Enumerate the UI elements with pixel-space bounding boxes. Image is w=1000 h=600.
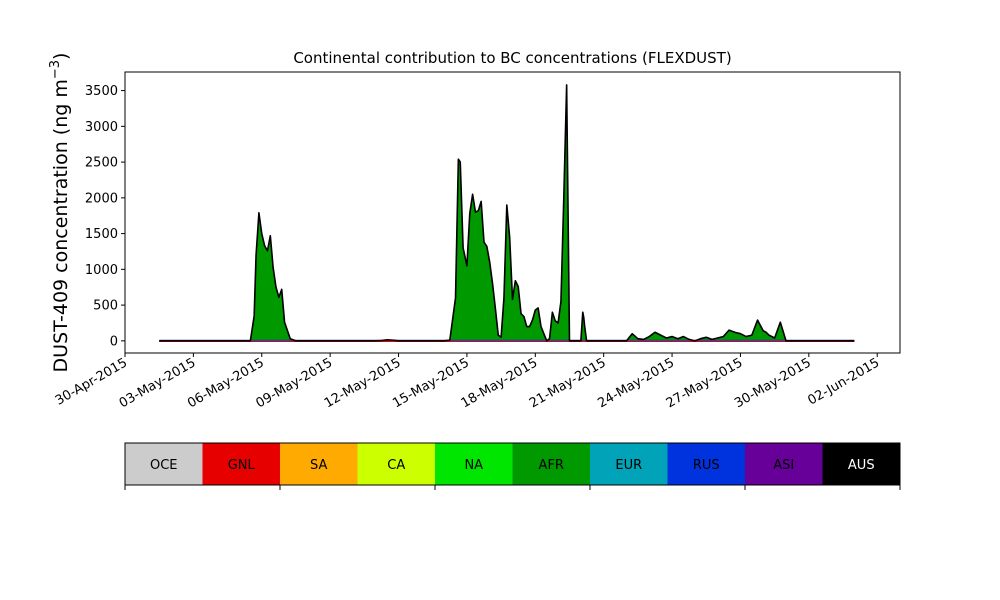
y-tick-label: 3000 — [85, 120, 118, 135]
x-tick-label: 24-May-2015 — [595, 355, 677, 411]
y-tick-label: 1000 — [85, 263, 118, 278]
x-tick-label: 15-May-2015 — [390, 355, 472, 411]
legend-label-asi: ASI — [773, 458, 794, 473]
legend-swatch-aus — [822, 443, 900, 485]
legend-label-sa: SA — [310, 458, 327, 473]
x-tick-label: 06-May-2015 — [185, 355, 267, 411]
x-tick-label: 18-May-2015 — [459, 355, 541, 411]
y-axis-label-close: ) — [50, 53, 72, 60]
legend-swatch-na — [435, 443, 513, 485]
plot-area — [159, 84, 855, 342]
plot-frame — [124, 71, 901, 354]
legend-swatch-eur — [590, 443, 668, 485]
y-tick-label: 2000 — [85, 191, 118, 206]
y-axis-label: DUST-409 concentration (ng m−3) — [48, 53, 72, 373]
legend-swatch-gnl — [202, 443, 280, 485]
series-total-line — [159, 84, 855, 342]
x-tick-label: 21-May-2015 — [527, 355, 609, 411]
y-tick-label: 0 — [110, 334, 118, 349]
legend-swatch-afr — [512, 443, 590, 485]
legend-swatch-asi — [745, 443, 823, 485]
chart-title: Continental contribution to BC concentra… — [293, 49, 731, 67]
x-tick-label: 09-May-2015 — [253, 355, 335, 411]
legend-swatch-oce — [125, 443, 203, 485]
legend-colorbar: OCE GNL SA CA NA AFR EUR RUS ASI AUS — [124, 442, 901, 490]
legend-label-eur: EUR — [615, 458, 642, 473]
legend-label-aus: AUS — [848, 458, 875, 473]
x-tick-label: 30-May-2015 — [732, 355, 814, 411]
legend-swatch-ca — [357, 443, 435, 485]
y-axis-label-text: DUST-409 concentration (ng m — [50, 79, 72, 372]
y-tick-label: 500 — [93, 299, 118, 314]
y-axis-label-superscript: −3 — [48, 60, 63, 79]
legend-label-oce: OCE — [150, 458, 178, 473]
legend-swatch-rus — [667, 443, 745, 485]
y-tick-label: 3500 — [85, 84, 118, 99]
y-tick-label: 2500 — [85, 156, 118, 171]
x-tick-label: 03-May-2015 — [117, 355, 199, 411]
legend-label-ca: CA — [387, 458, 405, 473]
x-tick-label: 02-Jun-2015 — [805, 355, 882, 408]
x-tick-label: 27-May-2015 — [664, 355, 746, 411]
legend-label-rus: RUS — [693, 458, 720, 473]
legend-label-na: NA — [464, 458, 483, 473]
y-tick-label: 1500 — [85, 227, 118, 242]
legend-swatch-sa — [280, 443, 358, 485]
legend-frame — [124, 442, 901, 486]
legend-label-afr: AFR — [539, 458, 564, 473]
legend-label-gnl: GNL — [228, 458, 256, 473]
x-tick-label: 12-May-2015 — [322, 355, 404, 411]
